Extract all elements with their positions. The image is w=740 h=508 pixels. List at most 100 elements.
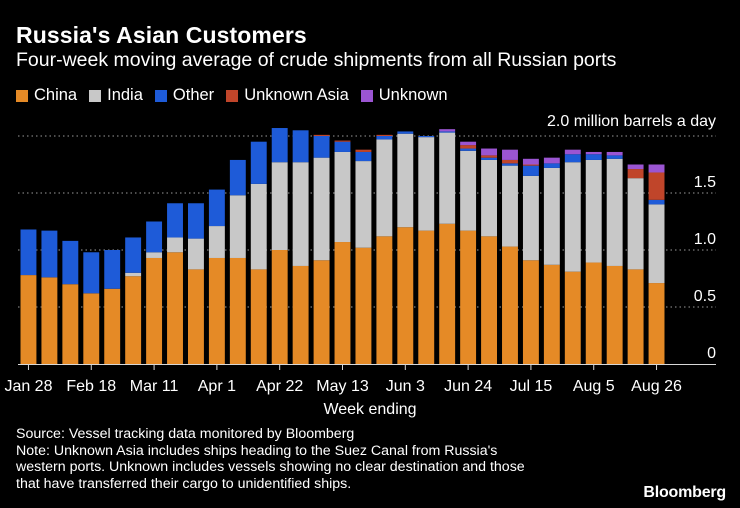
bar-segment-china <box>460 230 477 364</box>
bar-segment-unknown <box>585 151 602 155</box>
bar-segment-india <box>125 272 142 277</box>
bar-segment-unknown-asia <box>522 164 539 166</box>
bar-segment-unknown-asia <box>502 159 518 164</box>
legend-swatch-unknown <box>360 89 373 102</box>
bar-segment-unknown-asia <box>481 155 497 158</box>
bar-segment-unknown <box>481 148 497 156</box>
y-tick-label: 0 <box>707 345 716 362</box>
bar-segment-unknown <box>564 149 581 155</box>
legend-item-unknown: Unknown <box>360 86 448 105</box>
legend-swatch-other <box>154 89 167 102</box>
bar-segment-india <box>376 139 393 237</box>
bloomberg-logo: Bloomberg <box>643 484 726 501</box>
legend-label-india: India <box>107 86 143 104</box>
bar-segment-other <box>41 230 58 278</box>
legend-item-india: India <box>89 86 143 105</box>
bar-segment-china <box>41 277 58 364</box>
bar-segment-other <box>648 199 665 205</box>
bar-segment-china <box>606 265 623 364</box>
bar-segment-china <box>188 269 204 364</box>
bar-segment-unknown <box>522 158 539 165</box>
bar-segment-unknown-asia <box>376 134 393 136</box>
bar-segment-india <box>460 150 477 231</box>
bar-segment-unknown-asia <box>334 140 351 142</box>
bar-segment-india <box>334 151 351 243</box>
bar-segment-other <box>418 136 435 138</box>
bar-segment-other <box>543 163 560 168</box>
bar-segment-china <box>20 275 37 364</box>
bar-segment-china <box>83 293 100 364</box>
bar-segment-india <box>481 159 497 237</box>
legend-item-other: Other <box>154 86 214 105</box>
bar-segment-unknown <box>627 164 644 170</box>
x-tick-label: Jun 3 <box>386 378 425 395</box>
bar-segment-india <box>397 133 414 228</box>
bar-segment-other <box>208 189 225 227</box>
bar-segment-other <box>502 163 518 166</box>
bar-segment-china <box>585 262 602 364</box>
bar-segment-india <box>648 204 665 284</box>
bar-segment-unknown <box>648 164 665 173</box>
bar-segment-other <box>292 130 309 163</box>
bar-segment-india <box>627 178 644 270</box>
bar-segment-other <box>355 151 372 162</box>
axes: 0 0.5 1.0 1.5 2.0 million barrels a day Jan 2… <box>4 113 716 418</box>
bar-segment-other <box>522 165 539 176</box>
legend-item-unknown-asia: Unknown Asia <box>226 86 349 105</box>
bar-segment-india <box>564 162 581 272</box>
x-tick-label: Jan 28 <box>4 378 52 395</box>
bar-segment-china <box>125 276 142 364</box>
bar-segment-other <box>83 252 100 294</box>
x-axis-title: Week ending <box>323 401 416 418</box>
bar-segment-india <box>146 252 163 258</box>
bar-segment-india <box>606 158 623 266</box>
bar-segment-other <box>146 221 163 253</box>
bar-segment-india <box>522 175 539 261</box>
bar-segment-china <box>397 227 414 364</box>
chart-subtitle: Four-week moving average of crude shipme… <box>16 49 617 71</box>
bar-segment-china <box>627 269 644 364</box>
bar-segment-india <box>208 226 225 258</box>
bar-segment-china <box>522 260 539 364</box>
bar-segment-china <box>418 230 435 364</box>
bar-segment-china <box>104 288 121 364</box>
x-tick-label: Aug 26 <box>631 378 682 395</box>
y-tick-label: 1.0 <box>694 231 716 248</box>
x-tick-label: Mar 11 <box>130 378 179 395</box>
source-note: Source: Vessel tracking data monitored b… <box>16 426 355 442</box>
bar-segment-china <box>208 257 225 364</box>
bar-segment-china <box>167 252 183 364</box>
bar-segment-other <box>271 128 288 163</box>
bar-segment-india <box>292 162 309 266</box>
bar-segment-other <box>20 229 37 276</box>
bar-segment-india <box>188 238 204 270</box>
bar-segment-other <box>313 136 330 158</box>
footer-notes: Source: Vessel tracking data monitored b… <box>16 426 525 492</box>
bar-segment-india <box>313 157 330 261</box>
y-tick-label: 0.5 <box>694 288 716 305</box>
bar-segment-india <box>585 159 602 263</box>
bar-segment-china <box>355 247 372 364</box>
bar-segment-other <box>481 157 497 160</box>
legend-label-unknown-asia: Unknown Asia <box>244 86 349 104</box>
legend: China India Other Unknown Asia Unknown <box>16 86 448 105</box>
bar-segment-china <box>334 242 351 364</box>
bar-segment-other <box>104 250 121 289</box>
x-tick-label: Apr 1 <box>198 378 236 395</box>
bar-segment-unknown-asia <box>627 169 644 179</box>
bar-segment-other <box>376 136 393 140</box>
bar-segment-other <box>62 240 79 285</box>
x-tick-label: May 13 <box>316 378 369 395</box>
bar-segment-china <box>271 250 288 364</box>
legend-label-unknown: Unknown <box>378 86 448 104</box>
bar-segment-china <box>564 271 581 364</box>
bar-segment-china <box>313 260 330 364</box>
bar-segment-other <box>564 154 581 163</box>
legend-swatch-india <box>89 89 102 102</box>
bar-segment-unknown-asia <box>313 134 330 136</box>
bar-segment-other <box>125 237 142 273</box>
bar-segment-other <box>606 155 623 159</box>
bar-segment-unknown <box>543 157 560 164</box>
note-line-1: Note: Unknown Asia includes ships headin… <box>16 442 498 459</box>
bar-segment-other <box>334 141 351 152</box>
